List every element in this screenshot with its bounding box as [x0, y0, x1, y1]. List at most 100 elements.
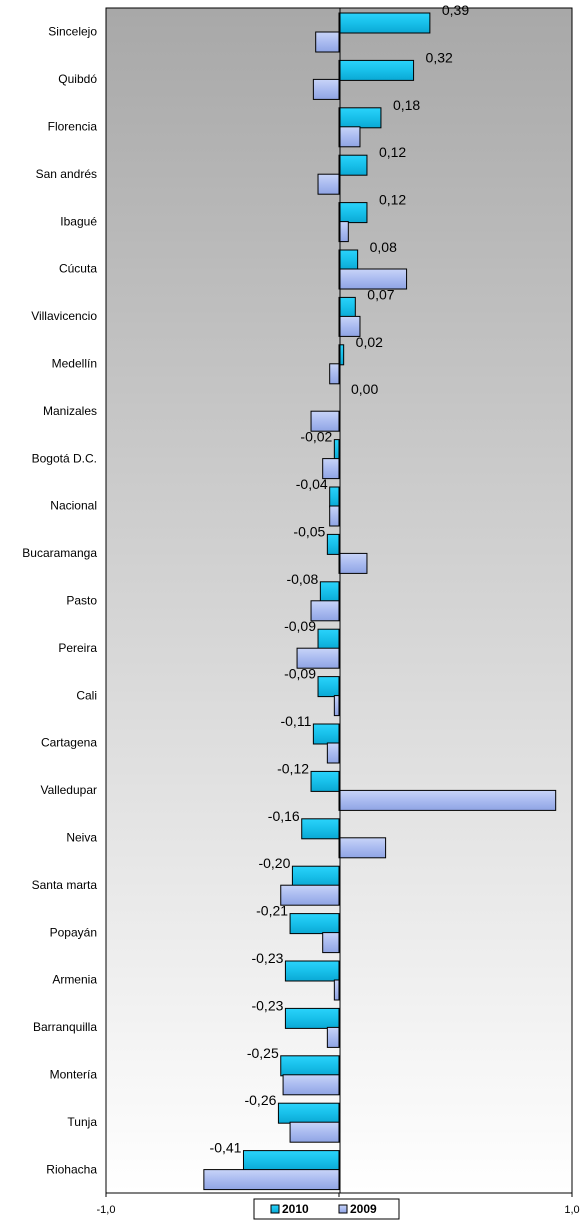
bar-2009 — [310, 410, 340, 432]
data-label: -0,11 — [280, 713, 311, 729]
category-label: Pasto — [66, 594, 97, 608]
bar-2010 — [291, 865, 340, 887]
bar-2009 — [289, 1121, 340, 1143]
bar-2010 — [289, 913, 340, 935]
data-label: -0,08 — [286, 571, 318, 587]
bar-2010 — [338, 12, 431, 34]
data-label: 0,18 — [393, 97, 420, 113]
bar-2009 — [338, 552, 368, 574]
bar-2010 — [310, 770, 340, 792]
data-label: -0,25 — [247, 1045, 279, 1061]
category-label: Armenia — [52, 973, 97, 987]
category-label: Villavicencio — [31, 309, 97, 323]
data-label: 0,32 — [426, 49, 453, 65]
category-label: Pereira — [58, 641, 97, 655]
bar-2010 — [319, 581, 340, 603]
bar-2009 — [333, 979, 340, 1001]
bar-2010 — [333, 439, 340, 461]
category-label: Tunja — [67, 1115, 97, 1129]
data-label: -0,20 — [258, 855, 290, 871]
bar-2010 — [338, 344, 345, 366]
bar-2009 — [317, 173, 340, 195]
bar-2009 — [280, 884, 340, 906]
category-label: Bogotá D.C. — [32, 451, 97, 465]
bar-2009 — [310, 600, 340, 622]
bar-2009 — [312, 78, 340, 100]
bar-2010 — [284, 960, 340, 982]
category-label: San andrés — [36, 167, 97, 181]
data-label: 0,00 — [351, 381, 378, 397]
bar-2009 — [338, 268, 408, 290]
legend-box — [253, 1198, 400, 1220]
legend-label-2009: 2009 — [350, 1202, 377, 1216]
category-label: Quibdó — [58, 72, 97, 86]
bar-2009 — [296, 647, 340, 669]
legend-swatch-2010 — [270, 1204, 280, 1214]
data-label: 0,08 — [370, 239, 397, 255]
category-label: Bucaramanga — [22, 546, 97, 560]
bar-2010 — [338, 59, 415, 81]
category-label: Popayán — [50, 925, 97, 939]
bar-2010 — [338, 107, 382, 129]
category-label: Medellín — [52, 357, 97, 371]
category-label: Cali — [76, 688, 97, 702]
data-label: -0,04 — [296, 476, 328, 492]
bar-2010 — [338, 202, 368, 224]
category-label: Florencia — [48, 120, 98, 134]
bar-2009 — [315, 31, 340, 53]
bar-2009 — [333, 695, 340, 717]
bar-2010 — [338, 249, 359, 271]
data-label: 0,12 — [379, 144, 406, 160]
legend-label-2010: 2010 — [282, 1202, 309, 1216]
category-label: Valledupar — [41, 783, 97, 797]
data-label: -0,16 — [268, 808, 300, 824]
bar-2010 — [317, 628, 340, 650]
data-label: -0,02 — [300, 429, 332, 445]
bar-2010 — [242, 1150, 340, 1172]
category-label: Riohacha — [46, 1162, 97, 1176]
bars-group — [203, 12, 557, 1191]
data-label: -0,21 — [256, 903, 288, 919]
bar-2009 — [326, 742, 340, 764]
bar-2009 — [326, 1026, 340, 1048]
labels-group: Sincelejo 0,39 Quibdó 0,32 Florencia 0,18 San … — [22, 2, 469, 1176]
bar-2010 — [329, 486, 340, 508]
category-label: Santa marta — [32, 878, 98, 892]
data-label: 0,07 — [367, 286, 394, 302]
data-label: 0,39 — [442, 2, 469, 18]
x-tick-label: 1,0 — [564, 1204, 579, 1216]
bar-2009 — [338, 789, 557, 811]
data-label: -0,09 — [284, 618, 316, 634]
bar-2010 — [317, 676, 340, 698]
category-label: Montería — [50, 1068, 98, 1082]
bar-2010 — [280, 1055, 340, 1077]
bar-2009 — [338, 221, 349, 243]
legend: 2010 2009 — [253, 1198, 400, 1220]
bar-2009 — [322, 458, 340, 480]
bar-2009 — [329, 505, 340, 527]
category-label: Neiva — [66, 831, 97, 845]
bar-2010 — [277, 1102, 340, 1124]
category-label: Sincelejo — [48, 25, 97, 39]
category-label: Cartagena — [41, 736, 97, 750]
data-label: -0,23 — [251, 997, 283, 1013]
bar-2010 — [312, 723, 340, 745]
bar-2010 — [338, 296, 356, 318]
legend-swatch-2009 — [338, 1204, 348, 1214]
bar-2010 — [284, 1007, 340, 1029]
data-label: -0,05 — [293, 523, 325, 539]
category-label: Cúcuta — [59, 262, 97, 276]
category-label: Barranquilla — [33, 1020, 97, 1034]
data-label: 0,02 — [356, 334, 383, 350]
data-label: -0,23 — [251, 950, 283, 966]
data-label: -0,26 — [244, 1092, 276, 1108]
bar-2009 — [322, 932, 340, 954]
data-label: -0,12 — [277, 760, 309, 776]
bar-2009 — [203, 1169, 340, 1191]
bar-2009 — [338, 126, 361, 148]
category-label: Manizales — [43, 404, 97, 418]
bar-2010 — [326, 533, 340, 555]
category-label: Nacional — [50, 499, 97, 513]
bar-2010 — [301, 818, 340, 840]
